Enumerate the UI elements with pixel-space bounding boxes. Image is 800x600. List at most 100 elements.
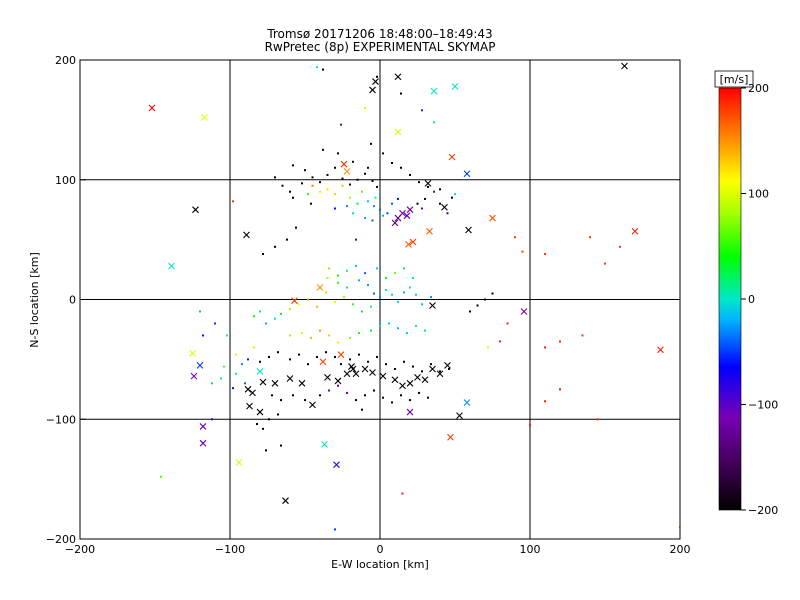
point-dot [265,322,267,325]
point-cross [196,361,204,369]
point-cross [319,358,327,366]
point-dot [322,68,324,71]
point-dot [448,367,450,370]
chart-subtitle: RwPretec (8p) EXPERIMENTAL SKYMAP [265,40,496,54]
point-dot [356,178,359,181]
point-cross [369,369,376,376]
point-dot [391,202,393,205]
point-cross [441,203,448,211]
point-dot [349,196,351,199]
point-dot [232,387,234,390]
gridlines [80,60,680,539]
point-dot [316,305,318,308]
point-dot [319,190,321,193]
point-cross [394,214,402,222]
point-dot [529,424,531,427]
point-dot [581,334,584,337]
point-dot [397,300,399,303]
point-cross [256,408,264,416]
x-tick-label: −100 [215,543,245,556]
y-axis-label: N-S location [km] [28,252,41,348]
point-dot [415,324,417,327]
y-axis: −200 −100 0 100 200 [46,54,86,546]
point-dot [358,279,360,282]
point-dot [376,355,378,358]
point-dot [211,382,213,385]
data-points [148,62,680,531]
point-dot [559,340,561,343]
point-dot [418,181,420,184]
point-cross [190,372,198,380]
point-dot [199,310,201,313]
point-dot [427,396,429,399]
point-dot [304,169,306,172]
point-cross [657,346,664,354]
point-dot [241,363,243,366]
point-cross [321,441,328,448]
point-dot [427,185,429,188]
point-cross [451,82,459,90]
point-dot [271,394,273,397]
point-cross [199,439,207,447]
y-tick-label: −200 [46,533,76,546]
point-dot [619,245,621,248]
point-dot [346,391,348,394]
point-dot [280,444,282,447]
point-cross [406,379,414,387]
point-dot [397,197,399,200]
point-dot [391,293,393,296]
point-cross [456,412,463,420]
point-dot [235,372,237,375]
point-dot [316,66,318,69]
point-dot [292,164,294,167]
point-dot [259,360,261,363]
point-dot [280,312,282,315]
point-dot [160,475,162,478]
point-dot [484,298,486,301]
point-dot [310,336,312,339]
point-dot [214,322,216,325]
point-dot [298,353,300,356]
point-cross [414,373,421,381]
point-dot [310,202,312,205]
point-dot [346,286,348,289]
point-dot [292,196,294,199]
point-dot [406,332,408,335]
point-dot [430,296,432,299]
point-dot [349,183,351,186]
colorbar-tick-label: −100 [748,399,778,412]
point-dot [325,291,327,294]
point-dot [340,363,342,366]
colorbar-label-box [714,70,754,88]
point-cross [148,104,156,112]
point-dot [679,526,680,529]
point-dot [220,377,222,380]
point-dot [319,181,321,184]
point-cross [244,385,252,393]
point-dot [415,293,417,296]
point-cross [489,214,496,222]
point-dot [403,291,405,294]
chart-title: Tromsø 20171206 18:48:00–18:49:43 [266,27,492,41]
point-dot [424,329,426,332]
point-dot [334,207,336,210]
point-dot [385,363,387,366]
x-tick-label: 200 [670,543,691,556]
point-cross [436,370,444,378]
point-cross [447,433,454,441]
colorbar [718,87,742,511]
point-dot [352,160,354,163]
point-dot [367,360,369,363]
point-dot [589,236,591,239]
point-dot [400,394,402,397]
x-axis: −200 −100 0 100 200 [65,533,691,556]
point-cross [243,231,250,239]
point-cross [352,370,360,378]
point-dot [412,276,414,279]
point-dot [277,413,279,416]
point-cross [405,241,412,248]
point-dot [298,303,300,306]
point-cross [399,382,406,390]
point-dot [401,492,404,495]
point-dot [361,310,363,313]
